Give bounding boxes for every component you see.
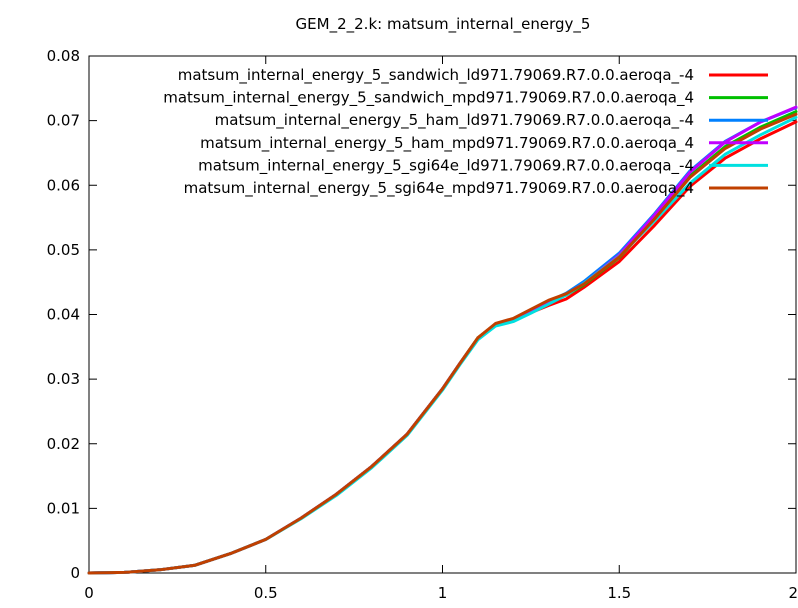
y-tick-label: 0.04 <box>47 306 80 324</box>
x-tick-label: 1.5 <box>607 584 631 602</box>
series-line <box>87 112 798 575</box>
legend-label: matsum_internal_energy_5_sandwich_mpd971… <box>163 89 694 108</box>
x-tick-label: 0 <box>84 584 94 602</box>
axis-ticks: 0 0.01 0.02 0.03 0.04 0.05 0.06 0.07 0.08 0 0.5 1 1.… <box>47 47 798 602</box>
legend-label: matsum_internal_energy_5_sgi64e_mpd971.7… <box>184 179 694 198</box>
series-layer <box>87 105 798 575</box>
legend-label: matsum_internal_energy_5_sgi64e_ld971.79… <box>198 156 694 175</box>
y-tick-label: 0.03 <box>47 370 80 388</box>
legend-label: matsum_internal_energy_5_ham_ld971.79069… <box>215 111 694 130</box>
y-tick-label: 0.01 <box>47 499 80 517</box>
x-tick-label: 0.5 <box>254 584 278 602</box>
y-tick-label: 0.06 <box>47 176 80 194</box>
y-tick-label: 0.07 <box>47 112 80 130</box>
legend: matsum_internal_energy_5_sandwich_ld971.… <box>163 66 768 198</box>
chart-title: GEM_2_2.k: matsum_internal_energy_5 <box>296 15 591 34</box>
y-tick-label: 0.05 <box>47 241 80 259</box>
y-tick-label: 0.08 <box>47 47 80 65</box>
x-tick-label: 1 <box>438 584 448 602</box>
legend-label: matsum_internal_energy_5_sandwich_ld971.… <box>178 66 694 85</box>
x-tick-label: 2 <box>788 584 798 602</box>
y-tick-label: 0 <box>70 564 80 582</box>
legend-label: matsum_internal_energy_5_ham_mpd971.7906… <box>200 134 694 153</box>
y-tick-label: 0.02 <box>47 435 80 453</box>
